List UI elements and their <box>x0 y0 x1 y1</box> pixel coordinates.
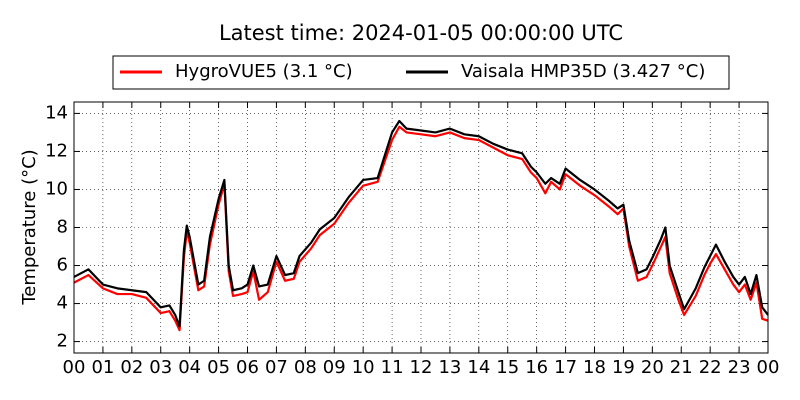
x-tick-label: 18 <box>583 357 606 378</box>
x-tick-label: 04 <box>178 357 201 378</box>
x-tick-label: 20 <box>641 357 664 378</box>
x-tick-label: 23 <box>728 357 751 378</box>
y-tick-label: 12 <box>45 140 68 161</box>
x-tick-label: 09 <box>323 357 346 378</box>
x-tick-label: 15 <box>496 357 519 378</box>
y-tick-label: 2 <box>57 331 68 352</box>
legend-label: Vaisala HMP35D (3.427 °C) <box>461 61 705 82</box>
data-line <box>73 119 769 328</box>
x-tick-label: 12 <box>410 357 433 378</box>
plot-frame <box>73 101 769 354</box>
y-tick-label: 4 <box>57 293 68 314</box>
y-axis-label: Temperature (°C) <box>19 149 40 305</box>
x-tick-label: 01 <box>91 357 114 378</box>
y-tick-label: 6 <box>57 255 68 276</box>
x-tick-label: 11 <box>381 357 404 378</box>
x-tick-label: 17 <box>554 357 577 378</box>
x-tick-label: 00 <box>63 357 86 378</box>
x-tick-label: 10 <box>352 357 375 378</box>
x-tick-label: 16 <box>525 357 548 378</box>
y-tick-label: 10 <box>45 178 68 199</box>
x-tick-label: 21 <box>670 357 693 378</box>
y-tick-label: 14 <box>45 102 68 123</box>
x-tick-label: 08 <box>294 357 317 378</box>
y-tick-label: 8 <box>57 217 68 238</box>
x-tick-label: 06 <box>236 357 259 378</box>
x-tick-label: 22 <box>699 357 722 378</box>
legend-label: HygroVUE5 (3.1 °C) <box>175 61 353 82</box>
x-tick-label: 00 <box>757 357 780 378</box>
x-tick-label: 03 <box>149 357 172 378</box>
x-tick-label: 07 <box>265 357 288 378</box>
x-tick-label: 19 <box>612 357 635 378</box>
x-tick-label: 02 <box>120 357 143 378</box>
chart-title: Latest time: 2024-01-05 00:00:00 UTC <box>219 21 623 45</box>
x-tick-label: 14 <box>467 357 490 378</box>
x-tick-label: 13 <box>438 357 461 378</box>
x-tick-label: 05 <box>207 357 230 378</box>
